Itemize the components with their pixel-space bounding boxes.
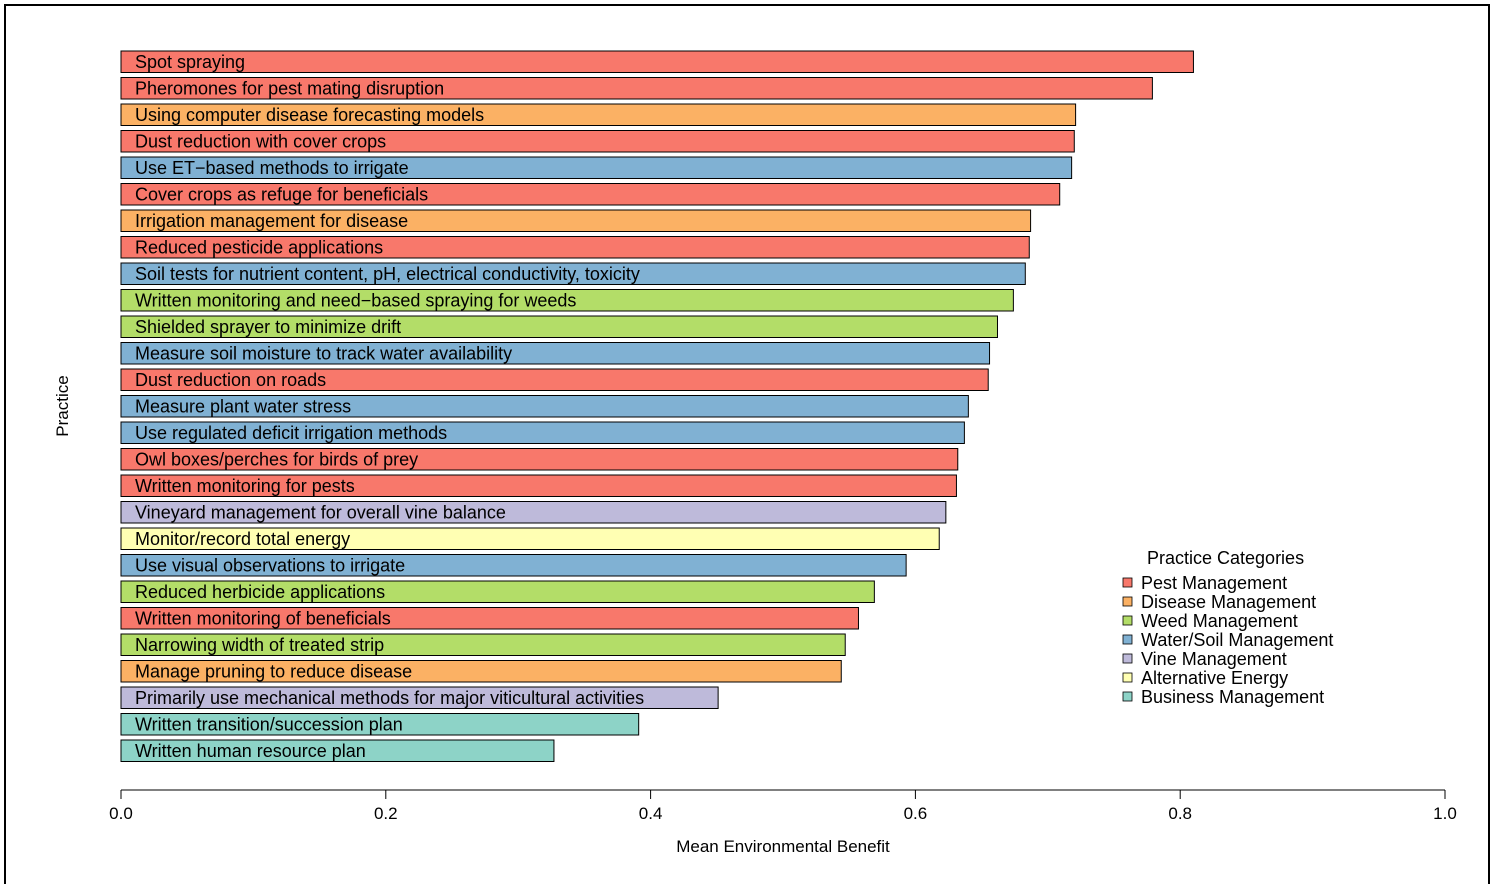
bar-label: Written monitoring for pests [135, 476, 355, 496]
bar [120, 474, 957, 497]
legend-swatch [1122, 634, 1133, 645]
bar [120, 395, 969, 418]
bar [120, 236, 1030, 259]
bar [120, 50, 1194, 73]
bar-label: Pheromones for pest mating disruption [135, 78, 444, 98]
legend-entry-label: Pest Management [1141, 573, 1287, 593]
bar [120, 421, 965, 444]
bars-layer: Spot spraying Pheromones for pest mating … [120, 50, 1194, 762]
bar [120, 262, 1026, 285]
bar [120, 501, 947, 524]
bar [120, 527, 940, 550]
bar-label: Manage pruning to reduce disease [135, 661, 412, 681]
bar-label: Written monitoring of beneficials [135, 608, 391, 628]
bar [120, 739, 555, 762]
legend-swatch [1122, 653, 1133, 664]
x-axis-label: Mean Environmental Benefit [676, 837, 890, 856]
legend-swatch [1122, 691, 1133, 702]
bar-label: Shielded sprayer to minimize drift [135, 317, 401, 337]
bar [120, 289, 1014, 312]
bar [120, 77, 1153, 100]
bar-label: Use ET−based methods to irrigate [135, 158, 409, 178]
bar-label: Reduced pesticide applications [135, 237, 383, 257]
x-tick-label: 0.2 [374, 804, 398, 823]
legend-swatch [1122, 672, 1133, 683]
x-tick-label: 0.4 [639, 804, 663, 823]
x-tick-label: 0.8 [1168, 804, 1192, 823]
bar [120, 686, 719, 709]
bar [120, 660, 842, 683]
bar-label: Cover crops as refuge for beneficials [135, 184, 428, 204]
bar [120, 713, 640, 736]
x-tick-label: 0.0 [109, 804, 133, 823]
legend-swatch [1122, 615, 1133, 626]
bar-label: Irrigation management for disease [135, 211, 408, 231]
bar-label: Dust reduction on roads [135, 370, 326, 390]
legend: Practice Categories Pest ManagementDisea… [1122, 548, 1333, 707]
bar [120, 315, 998, 338]
bar [120, 156, 1073, 179]
bar-label: Measure soil moisture to track water ava… [135, 343, 512, 363]
bar-label: Primarily use mechanical methods for maj… [135, 688, 644, 708]
legend-entry-label: Disease Management [1141, 592, 1316, 612]
bar-label: Use regulated deficit irrigation methods [135, 423, 447, 443]
legend-swatch [1122, 577, 1133, 588]
y-axis-label: Practice [53, 375, 72, 436]
x-axis: 0.0 0.2 0.4 0.6 0.8 1.0 [109, 789, 1457, 823]
bar [120, 368, 989, 391]
bar-label: Written transition/succession plan [135, 714, 403, 734]
legend-entry-label: Business Management [1141, 687, 1324, 707]
bar [120, 633, 846, 656]
bar [120, 130, 1075, 153]
bar-label: Dust reduction with cover crops [135, 131, 386, 151]
bar-label: Spot spraying [135, 52, 245, 72]
bar [120, 183, 1061, 206]
bar [120, 103, 1077, 126]
legend-entry-label: Weed Management [1141, 611, 1298, 631]
legend-entry-label: Water/Soil Management [1141, 630, 1333, 650]
legend-swatch [1122, 596, 1133, 607]
bar-label: Monitor/record total energy [135, 529, 350, 549]
bar-label: Measure plant water stress [135, 396, 351, 416]
bar [120, 554, 907, 577]
bar-label: Reduced herbicide applications [135, 582, 385, 602]
bar-label: Narrowing width of treated strip [135, 635, 384, 655]
bar [120, 209, 1032, 232]
bar [120, 448, 959, 471]
legend-entry-label: Alternative Energy [1141, 668, 1288, 688]
bar-label: Use visual observations to irrigate [135, 555, 405, 575]
bar-label: Written monitoring and need−based sprayi… [135, 290, 576, 310]
x-tick-label: 1.0 [1433, 804, 1457, 823]
legend-entry-label: Vine Management [1141, 649, 1287, 669]
bar-label: Written human resource plan [135, 741, 366, 761]
legend-title: Practice Categories [1147, 548, 1304, 568]
bar-label: Owl boxes/perches for birds of prey [135, 449, 418, 469]
bar [120, 580, 875, 603]
x-tick-label: 0.6 [904, 804, 928, 823]
bar [120, 342, 991, 365]
bar-label: Soil tests for nutrient content, pH, ele… [135, 264, 640, 284]
bar-label: Using computer disease forecasting model… [135, 105, 484, 125]
bar-label: Vineyard management for overall vine bal… [135, 502, 506, 522]
bar [120, 607, 859, 630]
